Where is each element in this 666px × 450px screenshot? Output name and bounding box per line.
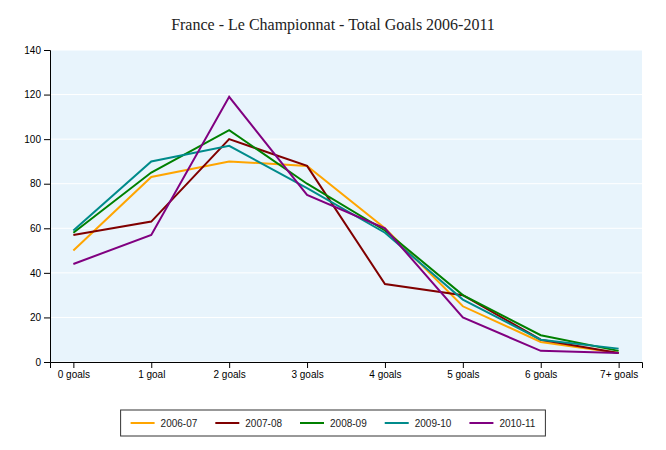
grid [50, 50, 642, 362]
x-tick-mark [541, 362, 542, 368]
chart: France - Le Championnat - Total Goals 20… [0, 0, 666, 450]
x-tick-mark [619, 362, 620, 368]
legend-swatch [215, 422, 239, 424]
y-tick-label: 100 [24, 134, 41, 145]
legend-label: 2010-11 [499, 418, 535, 429]
legend-label: 2007-08 [245, 418, 282, 429]
plot-background [50, 50, 642, 362]
x-axis-line [51, 363, 643, 369]
y-axis-line [44, 51, 51, 363]
x-tick-label: 1 goal [138, 369, 165, 380]
y-tick-mark [44, 273, 50, 274]
x-tick: 0 goals [58, 362, 90, 380]
x-tick-mark [73, 362, 74, 368]
grid-line [50, 139, 642, 140]
grid-line [50, 94, 642, 95]
y-tick-label: 120 [24, 89, 41, 100]
y-tick-label: 80 [30, 178, 42, 189]
y-axis: 0 20 40 60 80 100 120 140 [24, 45, 50, 368]
x-tick-mark [151, 362, 152, 368]
legend-entry: 2010-11 [469, 418, 535, 429]
y-tick: 20 [30, 312, 50, 323]
legend-entry: 2006-07 [131, 418, 198, 429]
series-line [73, 161, 618, 353]
x-tick-mark [463, 362, 464, 368]
legend-swatch [469, 422, 493, 424]
x-tick: 3 goals [291, 362, 323, 380]
legend-box [121, 410, 546, 436]
x-tick-label: 3 goals [291, 369, 323, 380]
series-line [73, 146, 618, 349]
x-tick-label: 5 goals [447, 369, 479, 380]
grid-line [50, 228, 642, 229]
x-tick-label: 2 goals [214, 369, 246, 380]
x-tick-label: 6 goals [525, 369, 557, 380]
x-tick-mark [307, 362, 308, 368]
y-tick-label: 0 [35, 357, 41, 368]
x-tick-label: 7+ goals [600, 369, 638, 380]
grid-line [50, 317, 642, 318]
y-tick: 120 [24, 89, 50, 100]
plot: 0 goals 1 goal 2 goals 3 goals 4 goals 5 goal… [24, 45, 642, 380]
y-tick: 0 [35, 357, 50, 368]
x-tick-mark [229, 362, 230, 368]
y-tick-mark [44, 184, 50, 185]
y-tick-mark [44, 95, 50, 96]
series-line [73, 97, 618, 353]
x-tick: 2 goals [214, 362, 246, 380]
y-tick: 100 [24, 134, 50, 145]
x-tick-mark [385, 362, 386, 368]
x-tick: 5 goals [447, 362, 479, 380]
legend-swatch [131, 422, 155, 424]
y-tick-mark [44, 139, 50, 140]
legend-swatch [385, 422, 409, 424]
y-tick-mark [44, 362, 50, 363]
y-tick-label: 20 [30, 312, 42, 323]
x-tick: 7+ goals [600, 362, 638, 380]
x-tick-label: 0 goals [58, 369, 90, 380]
legend: 2006-07 2007-08 2008-09 2009-10 2010-11 [121, 410, 546, 436]
y-tick: 60 [30, 223, 50, 234]
y-tick: 140 [24, 45, 50, 56]
y-tick: 40 [30, 268, 50, 279]
grid-line [50, 272, 642, 273]
series-line [73, 130, 618, 351]
legend-label: 2009-10 [415, 418, 452, 429]
y-tick-label: 40 [30, 268, 42, 279]
x-tick-label: 4 goals [369, 369, 401, 380]
y-tick-mark [44, 228, 50, 229]
x-tick: 4 goals [369, 362, 401, 380]
legend-label: 2006-07 [161, 418, 198, 429]
legend-entry: 2009-10 [385, 418, 452, 429]
y-tick: 80 [30, 178, 50, 189]
x-tick: 1 goal [138, 362, 165, 380]
y-tick-mark [44, 317, 50, 318]
lines [73, 97, 618, 353]
x-tick: 6 goals [525, 362, 557, 380]
grid-line [50, 50, 642, 51]
y-tick-label: 60 [30, 223, 42, 234]
y-tick-label: 140 [24, 45, 41, 56]
legend-label: 2008-09 [330, 418, 367, 429]
y-tick-mark [44, 50, 50, 51]
legend-swatch [300, 422, 324, 424]
x-axis: 0 goals 1 goal 2 goals 3 goals 4 goals 5 goal… [51, 362, 643, 380]
legend-entry: 2007-08 [215, 418, 282, 429]
title: France - Le Championnat - Total Goals 20… [171, 16, 495, 34]
legend-entry: 2008-09 [300, 418, 367, 429]
